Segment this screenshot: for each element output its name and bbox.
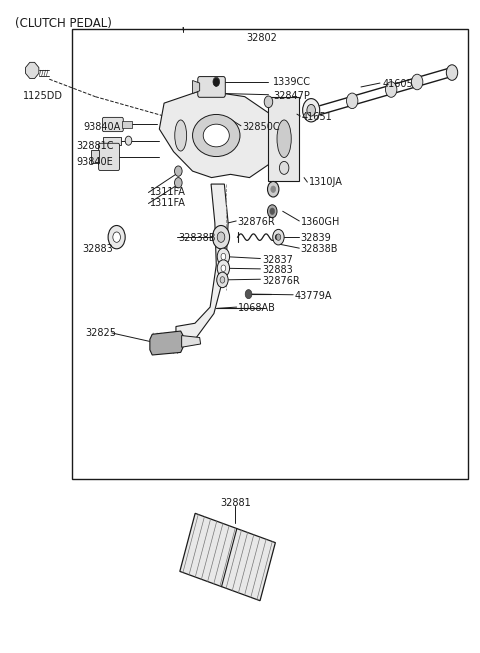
Circle shape <box>279 161 289 174</box>
Text: 32876R: 32876R <box>262 276 300 285</box>
FancyBboxPatch shape <box>198 76 225 97</box>
Circle shape <box>307 104 315 116</box>
Circle shape <box>217 232 225 242</box>
Text: 32883: 32883 <box>262 265 293 275</box>
Polygon shape <box>192 80 200 93</box>
Text: 32838B: 32838B <box>301 244 338 254</box>
Text: 32850C: 32850C <box>242 122 280 132</box>
Circle shape <box>221 253 226 260</box>
Text: 32883: 32883 <box>83 244 113 254</box>
Polygon shape <box>176 184 228 340</box>
Text: 32837: 32837 <box>262 255 293 265</box>
Polygon shape <box>122 121 132 128</box>
Polygon shape <box>25 62 39 78</box>
Ellipse shape <box>175 120 187 151</box>
Polygon shape <box>268 97 300 181</box>
Text: 43779A: 43779A <box>295 291 333 301</box>
Text: 41605: 41605 <box>383 79 413 89</box>
Polygon shape <box>103 136 121 144</box>
Ellipse shape <box>203 124 229 147</box>
Polygon shape <box>150 331 183 355</box>
Text: 32838B: 32838B <box>179 233 216 243</box>
Circle shape <box>245 289 252 298</box>
Circle shape <box>271 186 276 193</box>
Circle shape <box>411 74 423 89</box>
Ellipse shape <box>277 120 291 157</box>
Circle shape <box>446 65 458 80</box>
Circle shape <box>214 78 219 86</box>
Text: 32876R: 32876R <box>238 217 276 227</box>
Circle shape <box>113 232 120 242</box>
Text: 32839: 32839 <box>301 233 332 243</box>
Circle shape <box>175 166 182 176</box>
Circle shape <box>217 260 229 277</box>
Circle shape <box>213 77 219 86</box>
Bar <box>72 29 468 479</box>
Text: 1339CC: 1339CC <box>273 78 311 88</box>
FancyBboxPatch shape <box>102 118 123 132</box>
Text: 1125DD: 1125DD <box>23 91 63 101</box>
Circle shape <box>175 178 182 188</box>
Polygon shape <box>181 336 201 347</box>
Text: (CLUTCH PEDAL): (CLUTCH PEDAL) <box>14 17 111 30</box>
Text: 32881: 32881 <box>220 498 251 507</box>
Polygon shape <box>159 90 278 178</box>
Text: 93840A: 93840A <box>84 122 120 132</box>
Text: 93840E: 93840E <box>76 157 113 167</box>
Circle shape <box>273 229 284 245</box>
Circle shape <box>108 225 125 249</box>
Circle shape <box>125 136 132 145</box>
Text: 1310JA: 1310JA <box>309 177 343 187</box>
Text: 32825: 32825 <box>86 328 117 338</box>
Circle shape <box>347 93 358 108</box>
FancyBboxPatch shape <box>98 143 120 170</box>
Text: 1068AB: 1068AB <box>238 304 276 313</box>
Text: 32881C: 32881C <box>76 141 114 151</box>
Polygon shape <box>91 150 99 163</box>
Text: 32802: 32802 <box>246 33 277 43</box>
Circle shape <box>220 277 225 283</box>
Text: 1360GH: 1360GH <box>301 217 340 227</box>
Polygon shape <box>180 513 276 601</box>
Circle shape <box>217 272 228 288</box>
Circle shape <box>267 182 279 197</box>
Text: 1311FA: 1311FA <box>150 199 186 208</box>
Text: 1311FA: 1311FA <box>150 187 186 197</box>
Ellipse shape <box>192 114 240 157</box>
Circle shape <box>267 205 277 217</box>
Circle shape <box>264 96 273 108</box>
Text: 41651: 41651 <box>301 112 333 122</box>
Circle shape <box>276 234 281 240</box>
Circle shape <box>385 82 397 97</box>
Circle shape <box>302 99 320 122</box>
Circle shape <box>217 248 229 265</box>
Circle shape <box>213 225 229 249</box>
Text: 32847P: 32847P <box>273 91 310 101</box>
Circle shape <box>275 234 279 240</box>
Circle shape <box>270 208 275 214</box>
Circle shape <box>221 265 226 272</box>
